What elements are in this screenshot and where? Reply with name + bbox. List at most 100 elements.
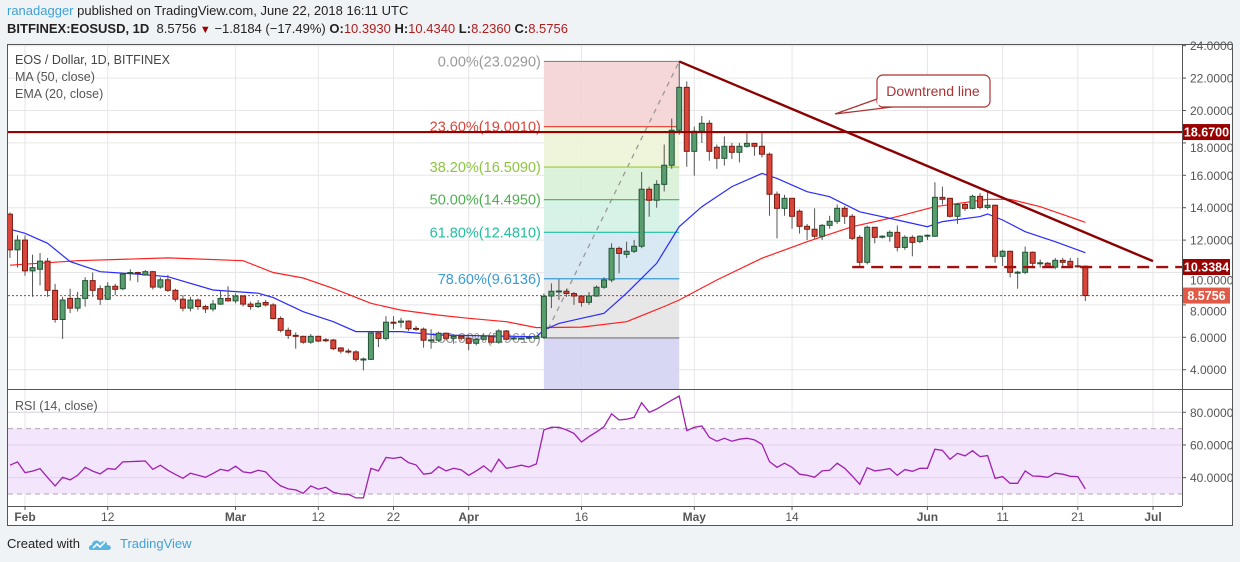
candle[interactable] [37,253,44,286]
candle[interactable] [646,186,653,217]
candle[interactable] [879,235,886,239]
candle[interactable] [74,291,81,312]
candle[interactable] [1029,251,1036,267]
candle[interactable] [849,214,856,241]
candle[interactable] [540,293,547,339]
candle[interactable] [480,334,487,341]
candle[interactable] [616,246,623,274]
candle[interactable] [315,335,322,343]
candle[interactable] [473,338,480,346]
candle[interactable] [172,288,179,302]
candle[interactable] [1082,265,1089,302]
candle[interactable] [864,225,871,265]
candle[interactable] [525,336,532,339]
candle[interactable] [713,144,720,169]
candle[interactable] [360,357,367,371]
candle[interactable] [134,271,141,283]
candle[interactable] [555,279,562,301]
candle[interactable] [458,334,465,341]
candle[interactable] [240,295,247,307]
candle[interactable] [668,118,675,169]
candle[interactable] [14,235,21,268]
candle[interactable] [300,335,307,344]
candle[interactable] [232,293,239,304]
candle[interactable] [270,303,277,320]
candle[interactable] [164,274,171,292]
candle[interactable] [59,296,66,339]
candle[interactable] [89,272,96,297]
candle[interactable] [202,304,209,313]
candle[interactable] [931,182,938,237]
candle[interactable] [104,282,111,301]
candle[interactable] [157,277,164,289]
candle[interactable] [420,327,427,348]
candle[interactable] [67,288,74,313]
candle[interactable] [758,133,765,158]
candle[interactable] [1014,270,1021,289]
candle[interactable] [676,61,683,135]
candle[interactable] [856,235,863,267]
candle[interactable] [247,301,254,310]
candle[interactable] [804,223,811,241]
candle[interactable] [495,329,502,344]
candle[interactable] [255,300,262,309]
candle[interactable] [194,298,201,310]
candle[interactable] [187,296,194,312]
candle[interactable] [623,241,630,258]
candle[interactable] [819,223,826,241]
candle[interactable] [1022,246,1029,275]
candle[interactable] [22,235,28,276]
candle[interactable] [285,327,292,339]
candle[interactable] [503,330,510,341]
candle[interactable] [766,152,773,216]
candle[interactable] [653,180,660,208]
candle[interactable] [1037,259,1044,268]
candle[interactable] [398,317,404,328]
candle[interactable] [127,269,134,281]
candle[interactable] [292,332,299,349]
candle[interactable] [924,234,931,241]
candle[interactable] [736,142,743,163]
candle[interactable] [638,172,645,249]
candle[interactable] [142,270,149,276]
candle[interactable] [1059,257,1066,267]
candle[interactable] [217,291,224,305]
candle[interactable] [29,254,36,297]
candle[interactable] [210,300,216,312]
candle[interactable] [375,330,382,348]
candle[interactable] [428,329,435,349]
candle[interactable] [962,202,968,211]
candle[interactable] [841,206,848,224]
candle[interactable] [901,235,908,250]
candle[interactable] [886,230,893,242]
axes[interactable]: 4.0000 6.0000 8.0000 10.0000 12.0000 14.0000 1… [14,39,1233,524]
candle[interactable] [781,194,788,216]
candle[interactable] [322,338,329,343]
candle[interactable] [939,186,946,205]
candle[interactable] [631,240,638,254]
candle[interactable] [443,332,450,341]
candle[interactable] [382,316,389,341]
candle[interactable] [7,212,13,258]
candle[interactable] [954,202,961,224]
candle[interactable] [706,120,713,161]
candle[interactable] [593,285,600,297]
candle[interactable] [112,283,119,296]
candle[interactable] [97,285,104,305]
candle[interactable] [119,272,126,291]
candle[interactable] [44,257,51,297]
candle[interactable] [345,348,352,354]
ma-legend[interactable]: MA (50, close) [15,70,95,84]
candle[interactable] [578,295,585,307]
candle[interactable] [488,335,495,344]
candle[interactable] [743,133,750,148]
rsi-legend[interactable]: RSI (14, close) [15,399,98,413]
candle[interactable] [570,291,577,305]
candle[interactable] [337,347,344,354]
candle[interactable] [405,320,412,331]
candle[interactable] [1052,257,1059,270]
candle[interactable] [774,191,780,239]
main-pane[interactable]: 0.00%(23.0290) 23.60%(19.0010) 38.20%(16.5… [7,54,1182,389]
candle[interactable] [826,215,833,229]
